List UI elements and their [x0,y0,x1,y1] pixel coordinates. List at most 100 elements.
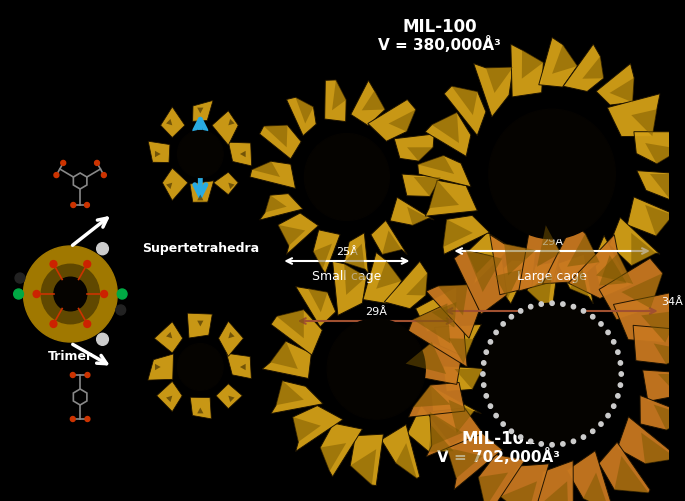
Circle shape [616,394,620,398]
Polygon shape [454,250,507,315]
Polygon shape [190,397,212,419]
Circle shape [582,309,586,314]
Polygon shape [286,98,316,136]
Circle shape [85,417,90,422]
Polygon shape [295,98,314,124]
Polygon shape [566,451,614,501]
Polygon shape [408,405,457,452]
Polygon shape [384,262,427,309]
Polygon shape [228,332,234,339]
Circle shape [606,331,610,335]
Polygon shape [277,310,304,339]
Polygon shape [166,183,173,190]
Polygon shape [296,287,336,327]
Polygon shape [617,417,678,464]
Polygon shape [627,197,679,236]
Polygon shape [382,425,420,478]
Circle shape [619,372,623,376]
Polygon shape [527,275,552,310]
Polygon shape [596,254,633,285]
Polygon shape [160,108,185,138]
Circle shape [501,422,506,426]
Polygon shape [455,369,483,390]
Circle shape [23,246,117,342]
Polygon shape [511,45,543,98]
Polygon shape [394,135,434,162]
Polygon shape [500,481,537,501]
Polygon shape [429,412,463,446]
Circle shape [482,383,486,387]
Circle shape [494,331,498,335]
Polygon shape [402,342,462,385]
Polygon shape [552,46,577,75]
Polygon shape [429,426,453,452]
Circle shape [571,439,575,444]
Circle shape [50,261,57,268]
Text: Large cage: Large cage [517,270,587,283]
Polygon shape [320,423,362,477]
Polygon shape [228,120,234,126]
Polygon shape [363,253,401,304]
Circle shape [529,439,533,444]
Polygon shape [641,433,677,464]
Polygon shape [376,261,401,289]
Polygon shape [262,342,312,379]
Polygon shape [634,132,681,164]
Polygon shape [653,344,685,365]
Polygon shape [537,226,561,267]
Polygon shape [425,113,471,157]
Polygon shape [212,112,238,146]
Circle shape [117,290,127,300]
Polygon shape [155,151,161,158]
Circle shape [95,161,99,166]
Polygon shape [495,270,522,300]
Circle shape [304,134,389,221]
Polygon shape [426,285,479,339]
Polygon shape [395,443,417,478]
Circle shape [177,344,223,391]
Polygon shape [596,64,634,106]
Polygon shape [594,236,630,286]
Circle shape [619,361,623,365]
Polygon shape [325,81,346,122]
Polygon shape [332,81,346,111]
Polygon shape [563,45,603,92]
Polygon shape [270,342,298,369]
Circle shape [484,394,488,398]
Polygon shape [197,408,203,414]
Circle shape [616,350,620,355]
Polygon shape [362,91,385,111]
Polygon shape [166,332,173,339]
Polygon shape [599,256,627,286]
Circle shape [85,373,90,378]
Circle shape [501,322,506,327]
Polygon shape [610,79,634,103]
Circle shape [101,173,106,178]
Polygon shape [447,448,483,478]
Circle shape [84,203,90,208]
Polygon shape [443,366,490,392]
Polygon shape [569,235,633,299]
Polygon shape [368,100,416,142]
Text: 29Å: 29Å [541,236,563,246]
Circle shape [561,302,565,307]
Circle shape [489,110,615,239]
Polygon shape [504,244,536,276]
Polygon shape [599,259,662,320]
Polygon shape [350,449,376,485]
Polygon shape [643,370,685,402]
Circle shape [509,315,514,319]
Text: MIL-100: MIL-100 [402,18,477,36]
Polygon shape [614,292,681,343]
Polygon shape [148,354,173,380]
Polygon shape [438,285,468,316]
Polygon shape [162,169,188,201]
Polygon shape [187,314,212,338]
Polygon shape [227,354,251,379]
Polygon shape [610,218,660,266]
Polygon shape [608,95,660,137]
Polygon shape [653,405,685,430]
Circle shape [590,429,595,433]
Polygon shape [432,113,459,144]
Polygon shape [632,233,656,266]
